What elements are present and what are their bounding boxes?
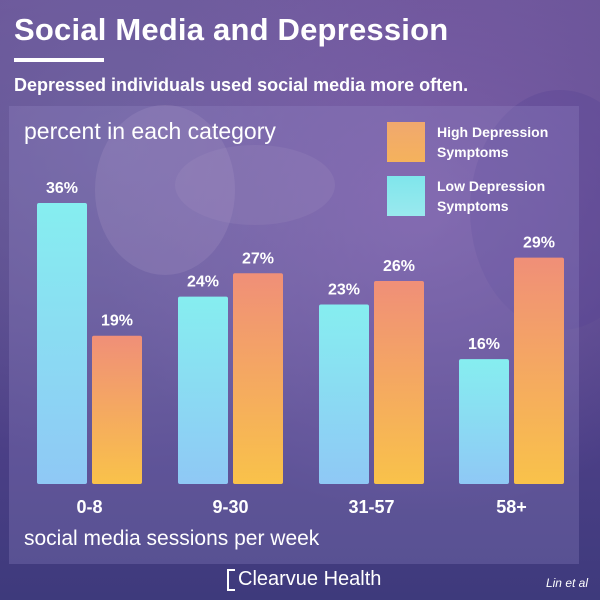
data-label-high-31-57: 26%	[383, 258, 415, 275]
legend-item-low: Low Depression Symptoms	[387, 176, 577, 216]
source-credit: Lin et al	[545, 576, 588, 590]
title-underline	[14, 58, 104, 62]
bar-low-9-30	[178, 296, 228, 484]
legend-label-low: Low Depression Symptoms	[437, 178, 546, 214]
data-label-low-9-30: 24%	[187, 274, 219, 291]
brand-logo: Clearvue Health	[226, 568, 381, 591]
bar-high-0-8	[92, 335, 142, 484]
data-label-low-58+: 16%	[468, 336, 500, 353]
bar-low-58+	[459, 359, 509, 484]
x-tick-label-58+: 58+	[496, 497, 527, 517]
data-label-high-9-30: 27%	[242, 250, 274, 267]
bar-low-0-8	[37, 203, 87, 484]
data-label-high-58+: 29%	[523, 235, 555, 252]
chart-panel	[9, 106, 579, 564]
data-label-low-31-57: 23%	[328, 281, 360, 298]
bar-high-31-57	[374, 281, 424, 484]
page-title: Social Media and Depression	[14, 12, 449, 47]
data-label-low-0-8: 36%	[46, 180, 78, 197]
data-label-high-0-8: 19%	[101, 313, 133, 330]
legend-item-high: High Depression Symptoms	[387, 122, 577, 162]
bars-group: 36% 19% 0-8 24% 27% 9-30 23% 26% 31-57 16% 29% 58+	[37, 180, 564, 517]
legend-swatch-low	[387, 176, 425, 216]
bar-high-58+	[514, 257, 564, 484]
bar-low-31-57	[319, 304, 369, 484]
legend-swatch-high	[387, 122, 425, 162]
x-tick-label-0-8: 0-8	[76, 497, 102, 517]
bar-high-9-30	[233, 273, 283, 484]
page-subtitle: Depressed individuals used social media …	[14, 75, 469, 95]
x-axis-label: social media sessions per week	[24, 527, 320, 550]
brand-mark-icon	[227, 568, 235, 591]
x-tick-label-31-57: 31-57	[348, 497, 394, 517]
legend-label-high: High Depression Symptoms	[437, 124, 549, 160]
chart-legend: High Depression Symptoms Low Depression …	[387, 122, 577, 230]
y-axis-label: percent in each category	[24, 118, 276, 144]
x-tick-label-9-30: 9-30	[212, 497, 248, 517]
brand-name: Clearvue Health	[238, 568, 382, 590]
